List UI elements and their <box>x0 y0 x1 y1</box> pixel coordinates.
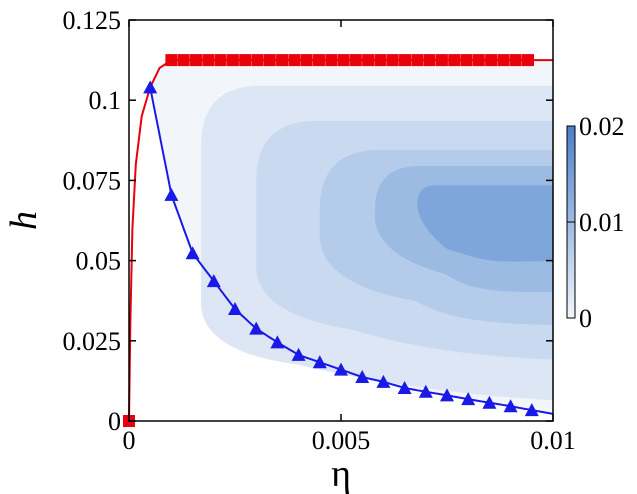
square-marker <box>374 54 387 67</box>
square-marker <box>177 54 190 67</box>
colorbar-tick-label: 0.02 <box>579 112 625 141</box>
triangle-marker <box>206 274 221 288</box>
x-axis-label: η <box>331 453 351 494</box>
square-marker <box>509 54 522 67</box>
square-marker <box>497 54 510 67</box>
triangle-marker <box>334 362 348 376</box>
triangle-marker <box>440 388 454 402</box>
triangle-marker <box>164 187 179 201</box>
y-tick-label: 0.125 <box>63 6 122 35</box>
square-marker <box>485 54 498 67</box>
y-tick-label: 0.075 <box>63 166 122 195</box>
axis-ticks: 0 0.005 0.01 0 0.025 0.05 0.075 0.1 0.125 <box>63 6 576 455</box>
square-marker <box>300 54 313 67</box>
square-marker <box>312 54 325 67</box>
contour-region <box>417 185 553 262</box>
colorbar: 0 0.01 0.02 <box>566 112 625 333</box>
square-marker <box>251 54 264 67</box>
square-marker <box>349 54 362 67</box>
triangle-marker <box>376 374 391 388</box>
triangle-marker <box>418 384 433 398</box>
square-marker <box>239 54 252 67</box>
plot-area: 0 0.005 0.01 0 0.025 0.05 0.075 0.1 0.125 <box>63 6 576 455</box>
square-marker <box>411 54 424 67</box>
triangle-marker <box>249 321 264 335</box>
contour-fills <box>150 60 553 414</box>
square-marker <box>448 54 461 67</box>
y-axis-label: h <box>3 211 45 230</box>
x-tick-label: 0 <box>123 426 136 455</box>
square-marker <box>226 54 239 67</box>
triangle-marker <box>291 347 306 361</box>
colorbar-tick-label: 0.01 <box>579 208 625 237</box>
y-tick-label: 0.05 <box>76 247 122 276</box>
square-marker <box>214 54 227 67</box>
square-marker <box>521 54 534 67</box>
y-tick-label: 0.025 <box>63 327 122 356</box>
series-layer <box>123 54 554 427</box>
triangle-marker <box>312 355 327 369</box>
square-marker <box>386 54 399 67</box>
triangle-marker <box>461 392 476 406</box>
triangle-marker <box>228 302 242 316</box>
square-marker <box>423 54 436 67</box>
square-marker <box>189 54 202 67</box>
y-tick-label: 0 <box>108 407 121 436</box>
square-marker <box>362 54 375 67</box>
triangle-marker <box>503 399 518 413</box>
x-tick-label: 0.005 <box>312 426 371 455</box>
triangle-marker <box>524 403 539 417</box>
triangle-marker <box>482 395 497 409</box>
x-tick-label: 0.01 <box>530 426 576 455</box>
square-marker <box>325 54 338 67</box>
square-marker <box>276 54 289 67</box>
square-marker <box>460 54 473 67</box>
triangle-marker <box>143 80 158 94</box>
y-tick-label: 0.1 <box>89 86 122 115</box>
triangle-marker <box>185 246 200 260</box>
square-marker <box>337 54 350 67</box>
colorbar-tick-label: 0 <box>579 304 592 333</box>
square-marker <box>165 54 178 67</box>
square-marker <box>399 54 412 67</box>
triangle-marker <box>355 370 370 384</box>
square-marker <box>472 54 485 67</box>
square-marker <box>435 54 448 67</box>
triangle-marker <box>397 380 412 394</box>
square-marker <box>288 54 301 67</box>
square-marker <box>202 54 215 67</box>
square-marker <box>263 54 276 67</box>
triangle-marker <box>270 335 285 349</box>
